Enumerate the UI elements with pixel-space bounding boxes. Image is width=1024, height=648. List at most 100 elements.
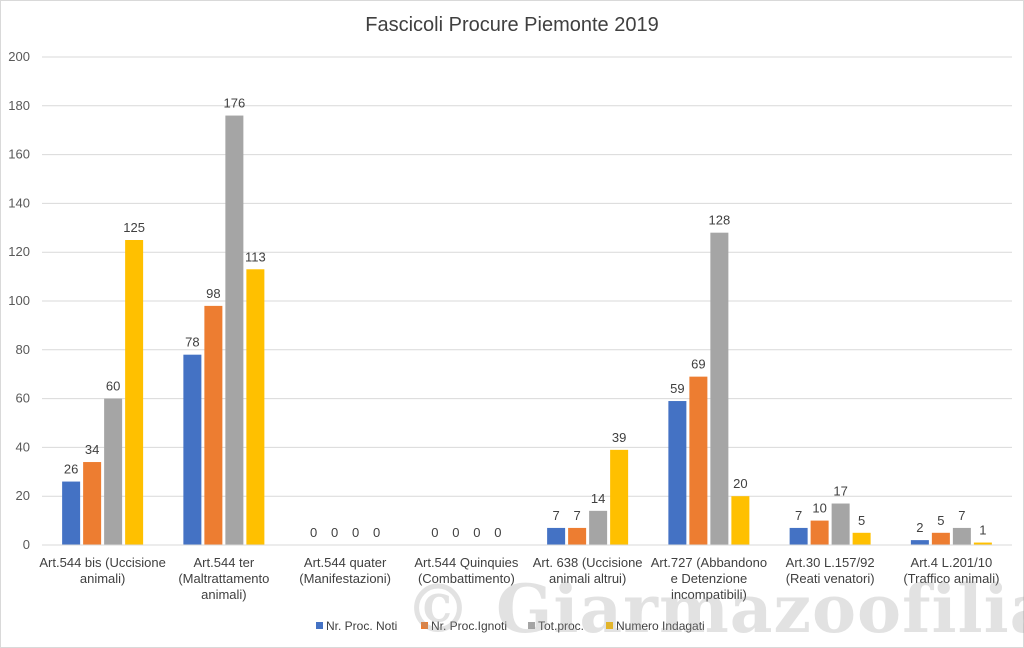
x-category-label-line: animali) xyxy=(201,587,247,602)
bar xyxy=(568,527,587,545)
y-tick-label: 180 xyxy=(8,98,30,113)
x-category-label: Art.30 L.157/92 (Reati venatori) xyxy=(786,555,875,586)
x-category-label-line: Art.544 Quinquies xyxy=(414,555,519,570)
bars xyxy=(62,115,992,545)
bar xyxy=(952,527,971,545)
y-tick-label: 120 xyxy=(8,244,30,259)
bar xyxy=(104,398,123,545)
legend-label: Nr. Proc. Noti xyxy=(326,619,397,633)
x-category-label-line: incompatibili) xyxy=(671,587,747,602)
bar xyxy=(668,401,687,545)
data-label: 7 xyxy=(958,508,965,523)
data-label: 113 xyxy=(245,249,266,264)
y-tick-label: 140 xyxy=(8,195,30,210)
x-category-label-line: (Traffico animali) xyxy=(903,571,999,586)
y-tick-label: 200 xyxy=(8,49,30,64)
y-tick-label: 100 xyxy=(8,293,30,308)
chart-title: Fascicoli Procure Piemonte 2019 xyxy=(365,14,658,36)
data-label: 176 xyxy=(224,96,246,111)
data-label: 7 xyxy=(553,508,560,523)
data-label: 0 xyxy=(452,525,459,540)
data-label: 26 xyxy=(64,462,78,477)
y-tick-label: 0 xyxy=(23,537,30,552)
data-label: 0 xyxy=(331,525,338,540)
y-tick-label: 80 xyxy=(16,342,30,357)
x-axis: Art.544 bis (Uccisione animali)Art.544 te… xyxy=(39,544,1012,602)
data-label: 7 xyxy=(795,508,802,523)
data-label: 2 xyxy=(916,520,923,535)
x-category-label: Art. 638 (Uccisione animali altrui) xyxy=(533,555,643,586)
data-label: 7 xyxy=(574,508,581,523)
x-category-label: Art.727 (Abbandono e Detenzione incompatib… xyxy=(651,555,767,602)
data-label: 59 xyxy=(670,381,684,396)
bar xyxy=(973,542,992,545)
y-tick-label: 160 xyxy=(8,147,30,162)
legend-label: Tot.proc. xyxy=(538,619,584,633)
x-category-label-line: animali) xyxy=(80,571,126,586)
data-label: 125 xyxy=(123,220,145,235)
x-category-label: Art.544 quater (Manifestazioni) xyxy=(299,555,391,586)
x-category-label-line: Art.30 L.157/92 xyxy=(786,555,875,570)
x-category-label-line: e Detenzione xyxy=(671,571,748,586)
data-label: 10 xyxy=(812,501,826,516)
legend: Nr. Proc. Noti Nr. Proc.Ignoti Tot.proc. Nu… xyxy=(316,619,705,633)
x-category-label-line: Art.727 (Abbandono xyxy=(651,555,767,570)
x-category-label-line: (Maltrattamento xyxy=(178,571,269,586)
bar xyxy=(183,354,202,545)
data-label: 39 xyxy=(612,430,626,445)
x-category-label-line: Art.544 ter xyxy=(194,555,255,570)
data-label: 0 xyxy=(373,525,380,540)
data-label: 0 xyxy=(352,525,359,540)
legend-swatch xyxy=(606,622,613,629)
bar xyxy=(852,532,871,545)
bar xyxy=(789,527,808,545)
legend-label: Numero Indagati xyxy=(616,619,705,633)
bar xyxy=(810,520,829,545)
y-tick-label: 60 xyxy=(16,391,30,406)
data-label: 0 xyxy=(431,525,438,540)
x-category-label-line: (Reati venatori) xyxy=(786,571,875,586)
bar xyxy=(610,449,629,545)
bar xyxy=(931,532,950,545)
data-label: 5 xyxy=(937,513,944,528)
data-label: 0 xyxy=(473,525,480,540)
y-axis: 0 20 40 60 80 100 120 140 160 180 200 xyxy=(8,49,30,552)
x-category-label-line: animali altrui) xyxy=(549,571,626,586)
bar xyxy=(547,527,566,545)
data-label: 17 xyxy=(833,484,847,499)
x-category-label: Art.544 ter (Maltrattamento animali) xyxy=(178,555,269,602)
data-label: 0 xyxy=(494,525,501,540)
data-label: 0 xyxy=(310,525,317,540)
x-category-label-line: (Manifestazioni) xyxy=(299,571,391,586)
x-category-label-line: Art.4 L.201/10 xyxy=(911,555,993,570)
data-label: 34 xyxy=(85,442,99,457)
y-tick-label: 40 xyxy=(16,439,30,454)
legend-swatch xyxy=(316,622,323,629)
x-category-label-line: (Combattimento) xyxy=(418,571,515,586)
bar xyxy=(731,496,750,545)
data-label: 78 xyxy=(185,335,199,350)
bar xyxy=(589,510,608,545)
x-category-label: Art.544 Quinquies (Combattimento) xyxy=(414,555,519,586)
legend-label: Nr. Proc.Ignoti xyxy=(431,619,507,633)
x-category-label-line: Art.544 bis (Uccisione xyxy=(39,555,165,570)
data-label: 20 xyxy=(733,476,747,491)
data-label: 98 xyxy=(206,286,220,301)
data-label: 128 xyxy=(709,213,731,228)
data-label: 1 xyxy=(979,523,986,538)
legend-swatch xyxy=(421,622,428,629)
bar xyxy=(83,462,102,545)
bar xyxy=(62,481,81,545)
bar xyxy=(225,115,244,545)
watermark: © Giarmazoofilia.it xyxy=(405,570,1024,648)
bar xyxy=(831,503,850,545)
bar xyxy=(204,305,223,545)
x-category-label-line: Art. 638 (Uccisione xyxy=(533,555,643,570)
x-category-label: Art.544 bis (Uccisione animali) xyxy=(39,555,165,586)
legend-swatch xyxy=(528,622,535,629)
data-label: 5 xyxy=(858,513,865,528)
x-category-label-line: Art.544 quater xyxy=(304,555,387,570)
bar xyxy=(689,376,708,545)
